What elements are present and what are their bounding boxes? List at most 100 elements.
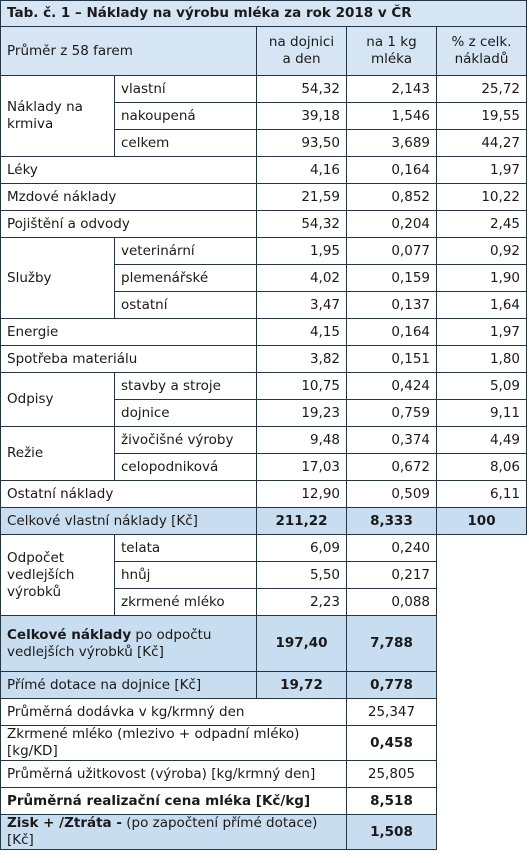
value-per-cow-day: 5,50 [256,561,347,589]
value: 25,347 [346,698,437,726]
row-label: zkrmené mléko [114,588,257,616]
value-per-cow-day: 211,22 [256,507,347,535]
table-row: nakoupená 39,18 1,546 19,55 [1,102,527,130]
value-per-kg: 0,424 [346,372,437,400]
table-title: Tab. č. 1 – Náklady na výrobu mléka za r… [0,0,527,27]
row-label-bold: Celkové náklady [7,626,132,643]
row-label: veterinární [114,237,257,265]
table-row: Odpisy stavby a stroje 10,75 0,424 5,09 [0,372,527,427]
row-label-rest: po odpočtu vedlejších výrobků [Kč] [7,626,212,660]
table-row: dojnice 19,23 0,759 9,11 [1,399,527,427]
value-per-cow-day: 4,15 [256,318,347,346]
value-percent: 44,27 [436,129,527,157]
value-per-kg: 2,143 [346,75,437,103]
profit-loss-row: Zisk + /Ztráta - (po započtení přímé dot… [0,814,527,850]
value-per-kg: 0,374 [346,426,437,454]
row-label: celkem [114,129,257,157]
table-row: Služby veterinární 1,95 0,077 0,92 [0,237,527,319]
value-per-cow-day: 19,72 [256,671,347,699]
table-row: Odpočet vedlejších výrobků telata 6,09 0… [0,534,527,616]
value-per-kg: 0,077 [346,237,437,265]
table-row: hnůj 5,50 0,217 [1,561,527,589]
row-label: Zkrmené mléko (mlezivo + odpadní mléko) … [0,725,347,761]
value-per-cow-day: 9,48 [256,426,347,454]
value-per-kg: 0,137 [346,291,437,319]
direct-subsidy-row: Přímé dotace na dojnice [Kč] 19,72 0,778 [0,671,527,699]
table-row: Léky 4,16 0,164 1,97 [0,156,527,184]
header-col3: na 1 kg mléka [346,26,437,76]
row-label: Průměrná realizační cena mléka [Kč/kg] [0,787,347,815]
table-row: Pojištění a odvody 54,32 0,204 2,45 [0,210,527,238]
row-label: Energie [0,318,257,346]
table-row: Energie 4,15 0,164 1,97 [0,318,527,346]
row-label: celopodniková [114,453,257,481]
row-label: vlastní [114,75,257,103]
value-per-kg: 0,204 [346,210,437,238]
row-label: Léky [0,156,257,184]
value-percent: 4,49 [436,426,527,454]
header-col4: % z celk. nákladů [436,26,527,76]
table-row: Průměrná dodávka v kg/krmný den 25,347 [0,698,527,726]
row-label: plemenářské [114,264,257,292]
value-percent: 1,90 [436,264,527,292]
value-per-cow-day: 21,59 [256,183,347,211]
table-row: Režie živočišné výroby 9,48 0,374 4,49 [0,426,527,481]
table-row: plemenářské 4,02 0,159 1,90 [1,264,527,292]
row-label: Průměrná užitkovost (výroba) [kg/krmný d… [0,760,347,788]
value-per-kg: 0,778 [346,671,437,699]
value-percent: 1,97 [436,318,527,346]
group-label-odpocet: Odpočet vedlejších výrobků [0,534,115,616]
table-row: Ostatní náklady 12,90 0,509 6,11 [0,480,527,508]
value-per-kg: 0,672 [346,453,437,481]
value-percent: 100 [436,507,527,535]
table-row: Spotřeba materiálu 3,82 0,151 1,80 [0,345,527,373]
value-percent: 10,22 [436,183,527,211]
row-label: Průměrná dodávka v kg/krmný den [0,698,347,726]
row-label: Mzdové náklady [0,183,257,211]
value-percent: 1,80 [436,345,527,373]
row-label: hnůj [114,561,257,589]
row-label: Ostatní náklady [0,480,257,508]
value-per-cow-day: 17,03 [256,453,347,481]
value-percent: 1,64 [436,291,527,319]
table-row: ostatní 3,47 0,137 1,64 [1,291,527,319]
value-per-cow-day: 197,40 [256,615,347,672]
value-per-kg: 0,164 [346,156,437,184]
value-per-kg: 7,788 [346,615,437,672]
row-label: ostatní [114,291,257,319]
table-row: Průměrná užitkovost (výroba) [kg/krmný d… [0,760,527,788]
row-label: Přímé dotace na dojnice [Kč] [0,671,257,699]
value-per-kg: 0,164 [346,318,437,346]
group-label-odpisy: Odpisy [0,372,115,427]
net-costs-row: Celkové náklady po odpočtu vedlejších vý… [0,615,527,672]
group-label-rezie: Režie [0,426,115,481]
value-per-cow-day: 4,02 [256,264,347,292]
value-percent: 9,11 [436,399,527,427]
row-label: Zisk + /Ztráta - (po započtení přímé dot… [0,814,347,850]
value-per-kg: 1,546 [346,102,437,130]
value-per-cow-day: 54,32 [256,210,347,238]
value-per-cow-day: 10,75 [256,372,347,400]
table-row: Průměrná realizační cena mléka [Kč/kg] 8… [0,787,527,815]
table-row: celkem 93,50 3,689 44,27 [1,129,527,157]
value-per-cow-day: 6,09 [256,534,347,562]
cost-table: Průměr z 58 farem na dojnici a den na 1 … [0,26,527,850]
table-header-row: Průměr z 58 farem na dojnici a den na 1 … [0,26,527,76]
value: 8,518 [346,787,437,815]
group-label-krmiva: Náklady na krmiva [0,75,115,157]
value-per-cow-day: 1,95 [256,237,347,265]
value-per-kg: 0,240 [346,534,437,562]
value-percent: 2,45 [436,210,527,238]
total-own-costs-row: Celkové vlastní náklady [Kč] 211,22 8,33… [0,507,527,535]
row-label: Celkové náklady po odpočtu vedlejších vý… [0,615,257,672]
value-percent: 25,72 [436,75,527,103]
value-per-kg: 0,088 [346,588,437,616]
row-label: živočišné výroby [114,426,257,454]
table-row: Mzdové náklady 21,59 0,852 10,22 [0,183,527,211]
value-per-cow-day: 3,82 [256,345,347,373]
value-per-cow-day: 4,16 [256,156,347,184]
header-col1: Průměr z 58 farem [0,26,257,76]
value-per-kg: 0,159 [346,264,437,292]
value-per-cow-day: 19,23 [256,399,347,427]
